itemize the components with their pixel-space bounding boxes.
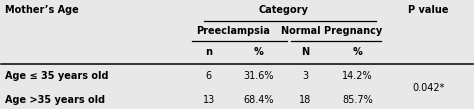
Text: P value: P value: [408, 5, 449, 15]
Text: Age ≤ 35 years old: Age ≤ 35 years old: [5, 71, 109, 81]
Text: Age >35 years old: Age >35 years old: [5, 95, 106, 105]
Text: 3: 3: [302, 71, 309, 81]
Text: Preeclampsia: Preeclampsia: [197, 26, 270, 36]
Text: 85.7%: 85.7%: [342, 95, 373, 105]
Text: Normal Pregnancy: Normal Pregnancy: [281, 26, 382, 36]
Text: 14.2%: 14.2%: [342, 71, 373, 81]
Text: 13: 13: [202, 95, 215, 105]
Text: Mother’s Age: Mother’s Age: [5, 5, 79, 15]
Text: %: %: [254, 47, 263, 57]
Text: Category: Category: [258, 5, 308, 15]
Text: 68.4%: 68.4%: [243, 95, 273, 105]
Text: 6: 6: [206, 71, 212, 81]
Text: %: %: [353, 47, 363, 57]
Text: 18: 18: [300, 95, 311, 105]
Text: n: n: [205, 47, 212, 57]
Text: 31.6%: 31.6%: [243, 71, 273, 81]
Text: N: N: [301, 47, 310, 57]
Text: 0.042*: 0.042*: [412, 83, 445, 93]
